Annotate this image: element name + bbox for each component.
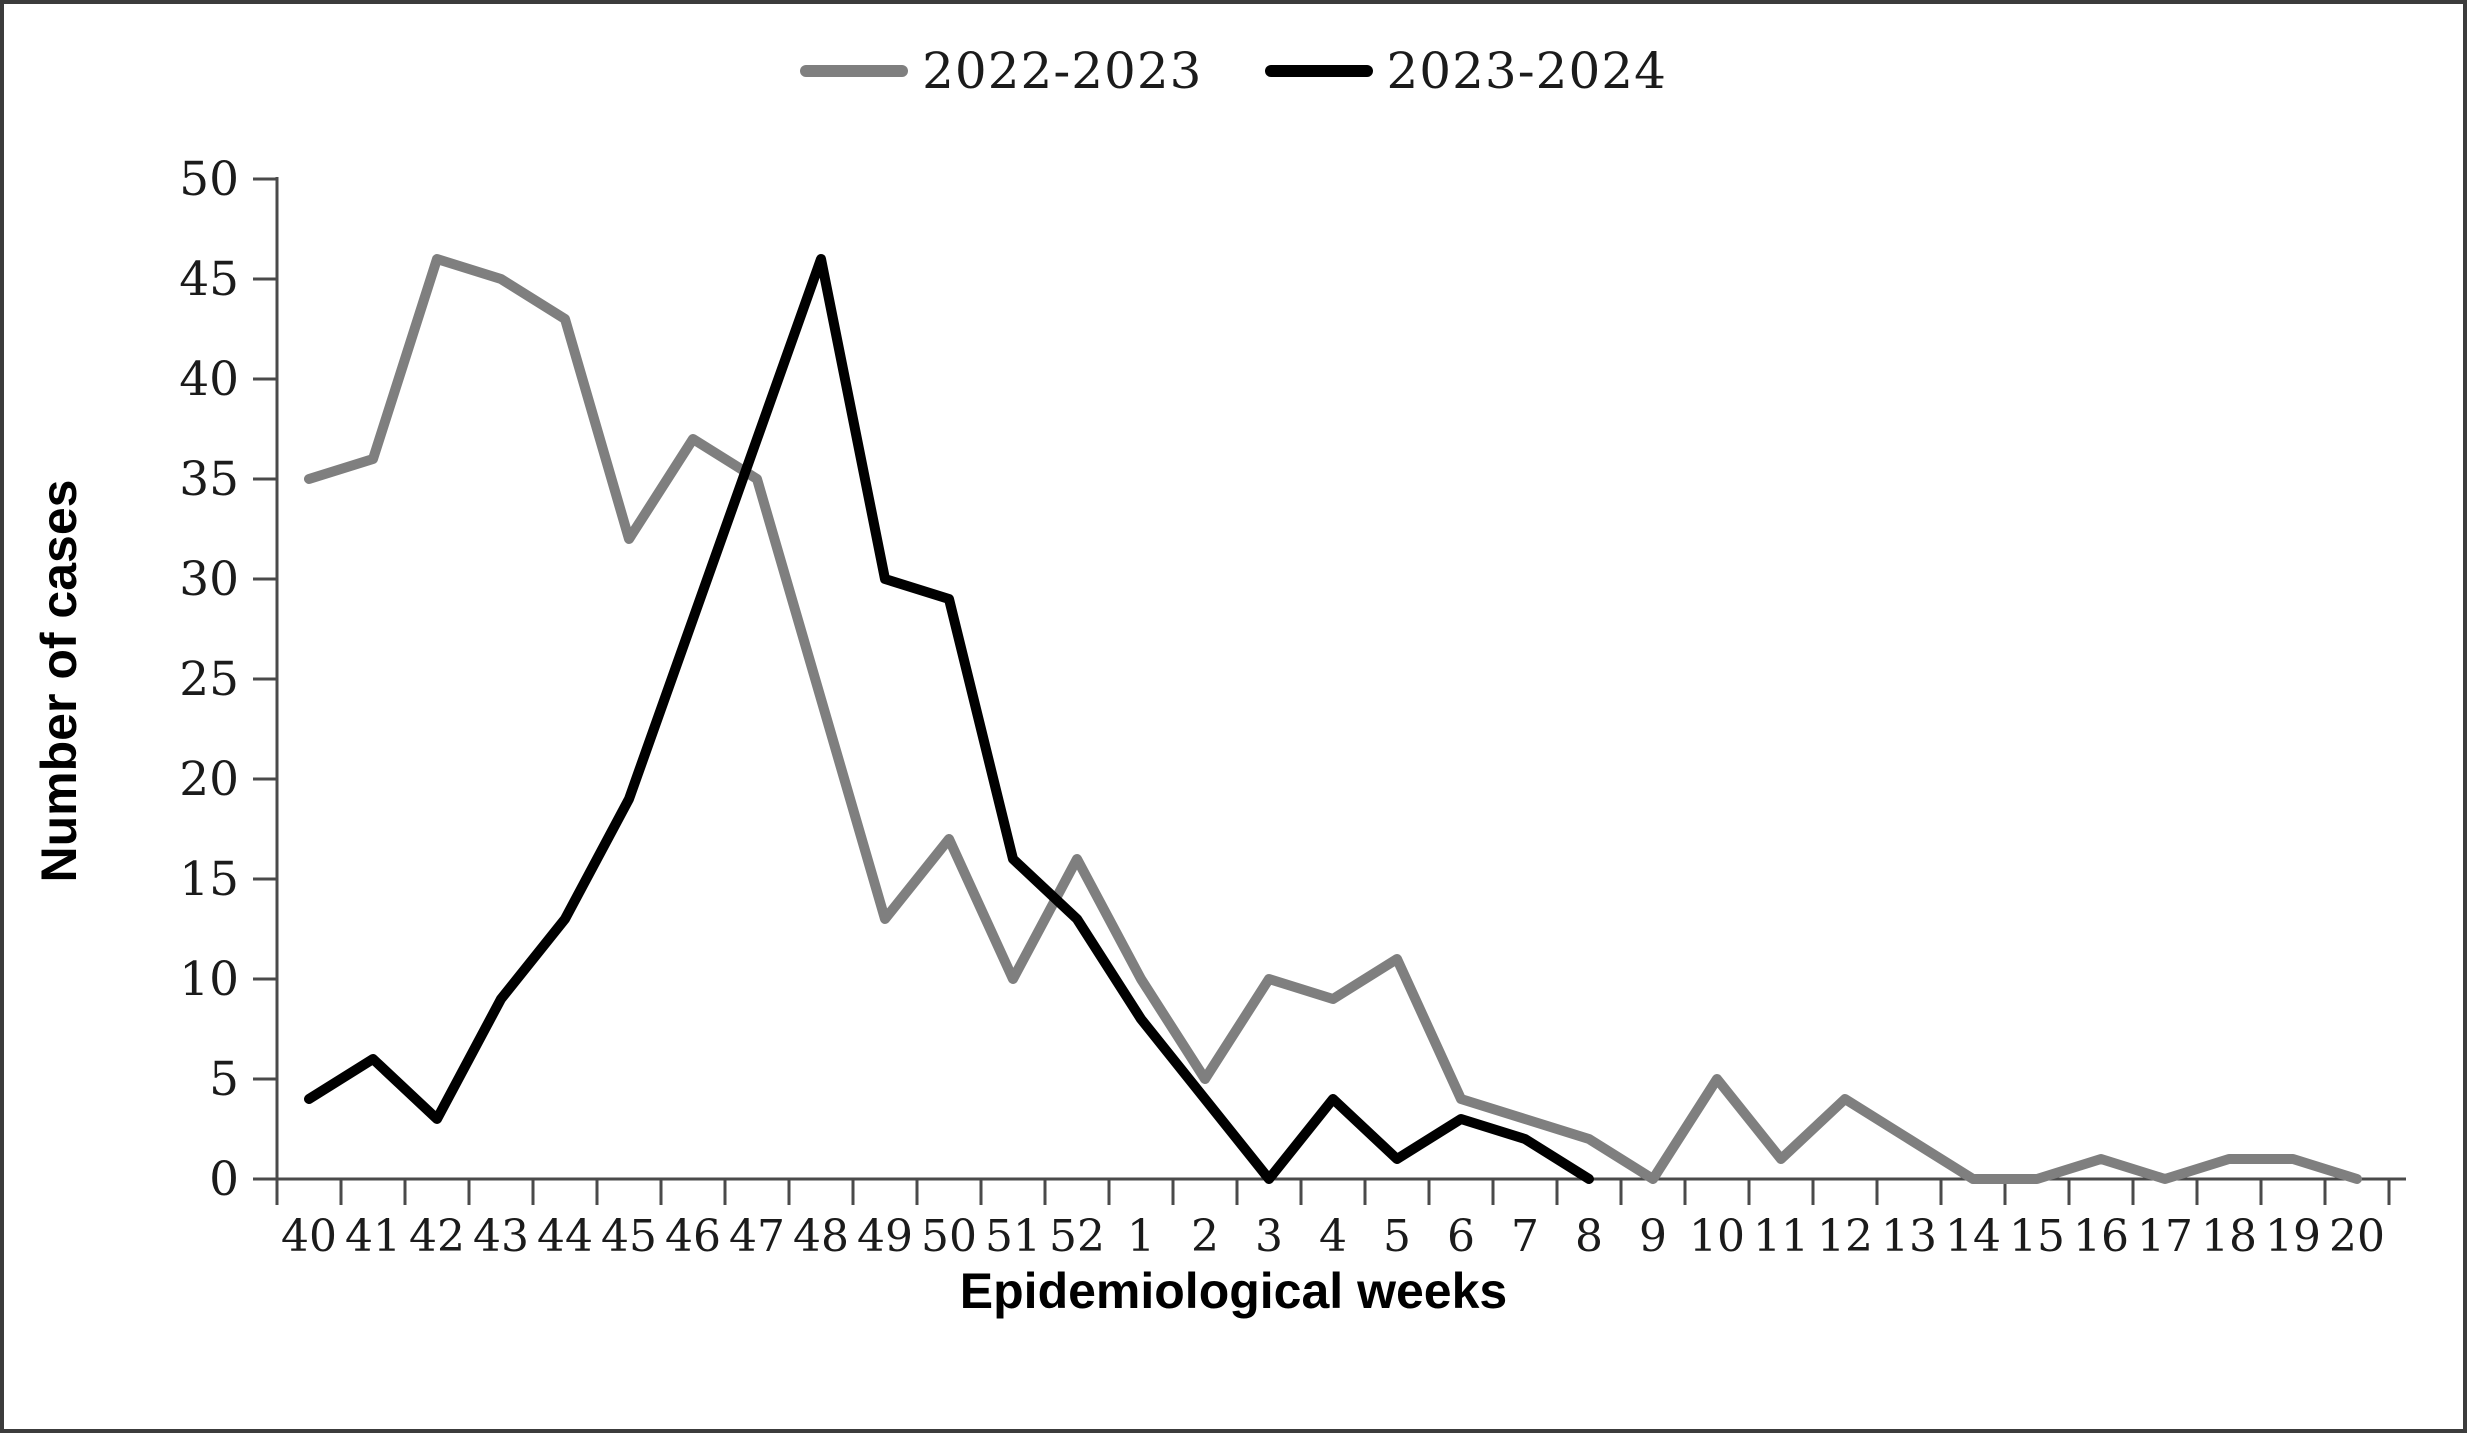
x-tick-label: 3 — [1255, 1211, 1283, 1262]
x-tick-label: 16 — [2073, 1211, 2129, 1262]
legend: 2022-2023 2023-2024 — [4, 42, 2463, 100]
x-tick-label: 42 — [409, 1211, 465, 1262]
legend-item-2022-2023: 2022-2023 — [800, 42, 1202, 100]
x-tick-label: 6 — [1447, 1211, 1475, 1262]
x-tick-label: 20 — [2329, 1211, 2385, 1262]
x-tick-label: 1 — [1127, 1211, 1155, 1262]
x-tick-label: 2 — [1191, 1211, 1219, 1262]
y-tick-label: 45 — [179, 252, 239, 307]
legend-label-2022-2023: 2022-2023 — [922, 42, 1203, 100]
x-tick-label: 52 — [1049, 1211, 1105, 1262]
y-tick-label: 50 — [179, 152, 239, 207]
series-line-2022-2023 — [304, 254, 2362, 1184]
x-tick-label: 19 — [2265, 1211, 2321, 1262]
x-tick-label: 45 — [601, 1211, 657, 1262]
x-tick-label: 12 — [1817, 1211, 1873, 1262]
x-tick-label: 43 — [473, 1211, 529, 1262]
x-tick-label: 5 — [1383, 1211, 1411, 1262]
x-tick-label: 18 — [2201, 1211, 2257, 1262]
x-axis-title: Epidemiological weeks — [959, 1263, 1508, 1319]
x-tick-label: 14 — [1945, 1211, 2001, 1262]
y-tick-label: 0 — [209, 1152, 239, 1207]
x-tick-label: 44 — [537, 1211, 593, 1262]
series-line-2023-2024 — [304, 254, 1594, 1184]
x-tick-label: 50 — [921, 1211, 977, 1262]
x-tick-label: 46 — [665, 1211, 721, 1262]
legend-swatch-2022-2023 — [800, 65, 909, 77]
x-tick-label: 17 — [2137, 1211, 2193, 1262]
x-tick-label: 41 — [345, 1211, 401, 1262]
x-tick-label: 47 — [729, 1211, 785, 1262]
y-tick-label: 5 — [209, 1052, 239, 1107]
y-tick-label: 10 — [179, 952, 239, 1007]
x-tick-label: 48 — [793, 1211, 849, 1262]
legend-item-2023-2024: 2023-2024 — [1264, 42, 1667, 100]
y-tick-label: 25 — [179, 652, 239, 707]
x-tick-label: 8 — [1575, 1211, 1603, 1262]
y-tick-label: 35 — [179, 452, 239, 507]
x-tick-label: 9 — [1639, 1211, 1667, 1262]
x-tick-label: 15 — [2009, 1211, 2065, 1262]
x-tick-label: 51 — [985, 1211, 1041, 1262]
x-tick-label: 40 — [281, 1211, 337, 1262]
legend-swatch-2023-2024 — [1264, 65, 1373, 77]
y-tick-label: 15 — [179, 852, 239, 907]
x-tick-label: 7 — [1511, 1211, 1539, 1262]
x-tick-label: 13 — [1881, 1211, 1937, 1262]
x-tick-label: 4 — [1319, 1211, 1347, 1262]
x-tick-label: 49 — [857, 1211, 913, 1262]
x-tick-label: 10 — [1689, 1211, 1745, 1262]
x-tick-label: 11 — [1753, 1211, 1809, 1262]
y-tick-label: 40 — [179, 352, 239, 407]
y-tick-label: 30 — [179, 552, 239, 607]
y-tick-label: 20 — [179, 752, 239, 807]
legend-label-2023-2024: 2023-2024 — [1386, 42, 1667, 100]
